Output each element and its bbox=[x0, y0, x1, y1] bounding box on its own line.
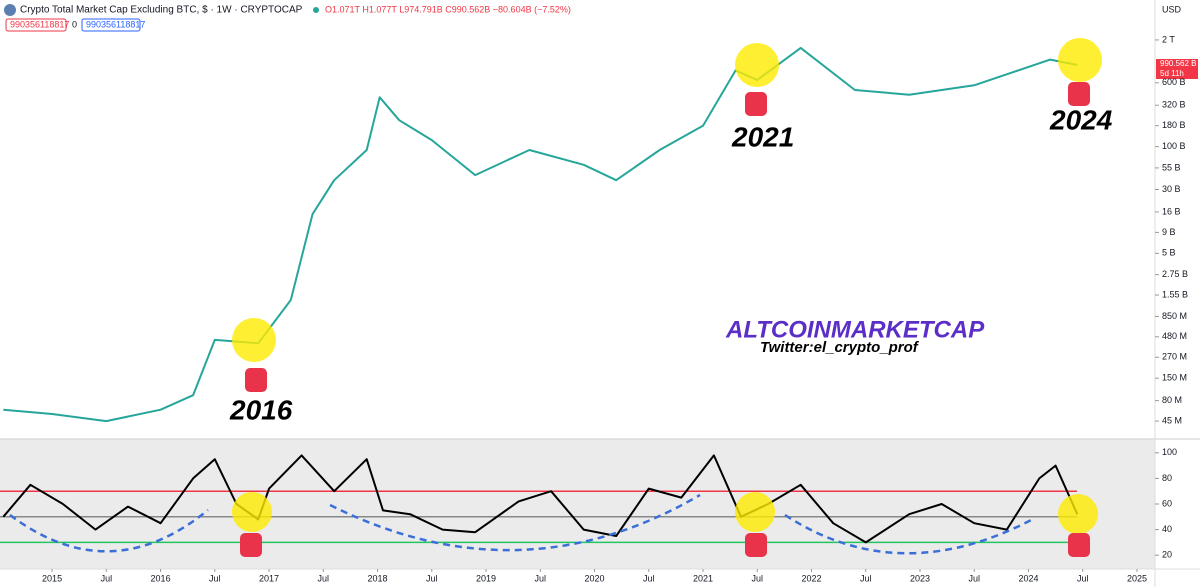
x-tick-label: 2021 bbox=[693, 573, 713, 583]
red-box-value: 990356118817 bbox=[10, 19, 69, 29]
y-tick-label: 600 B bbox=[1162, 77, 1186, 87]
y-tick-label: 320 B bbox=[1162, 100, 1186, 110]
annotations: 2016 2021 2024 ALTCOINMARKETCAP Twitter:… bbox=[9, 38, 1113, 557]
y-tick-label: 270 M bbox=[1162, 352, 1187, 362]
cycle-curves bbox=[9, 493, 1036, 555]
x-tick-label: Jul bbox=[209, 573, 221, 583]
y-tick-label: 55 B bbox=[1162, 162, 1181, 172]
y-tick-label: 9 B bbox=[1162, 227, 1176, 237]
series-line bbox=[3, 46, 1078, 423]
highlight bbox=[232, 492, 272, 532]
countdown: 5d 11h bbox=[1160, 69, 1184, 78]
y-tick-label: 45 M bbox=[1162, 415, 1182, 425]
x-tick-label: Jul bbox=[752, 573, 764, 583]
status-dot bbox=[313, 7, 319, 13]
x-tick-label: Jul bbox=[1077, 573, 1089, 583]
y-tick-label: 2 T bbox=[1162, 34, 1175, 44]
annotation: 2016 bbox=[229, 394, 293, 425]
y-tick-label: 180 B bbox=[1162, 120, 1186, 130]
series-line bbox=[2, 454, 1079, 544]
chart-title: Crypto Total Market Cap Excluding BTC, $… bbox=[20, 5, 303, 16]
blue-box-value: 990356118817 bbox=[86, 19, 145, 29]
y-tick-label: 100 B bbox=[1162, 141, 1186, 151]
y-tick-label: 850 M bbox=[1162, 311, 1187, 321]
y-tick-label: 5 B bbox=[1162, 248, 1176, 258]
annotation: 2021 bbox=[731, 121, 794, 152]
x-tick-label: Jul bbox=[535, 573, 547, 583]
y-tick-label: 1.55 B bbox=[1162, 289, 1188, 299]
hand-icons bbox=[240, 82, 1090, 557]
x-tick-label: 2019 bbox=[476, 573, 496, 583]
y-tick-label: 150 M bbox=[1162, 373, 1187, 383]
last-price-box bbox=[1156, 59, 1198, 79]
annotation: 2024 bbox=[1049, 104, 1113, 135]
zero-label: 0 bbox=[72, 19, 77, 29]
x-tick-label: 2015 bbox=[42, 573, 62, 583]
x-tick-label: Jul bbox=[318, 573, 330, 583]
y-tick-label: 30 B bbox=[1162, 184, 1181, 194]
blue-box[interactable] bbox=[81, 18, 141, 32]
x-tick-label: 2024 bbox=[1018, 573, 1038, 583]
red-box[interactable] bbox=[5, 18, 67, 32]
highlight bbox=[1058, 494, 1098, 534]
y-tick-label: 60 bbox=[1162, 498, 1172, 508]
highlight bbox=[1058, 38, 1102, 82]
twitter: Twitter:el_crypto_prof bbox=[760, 339, 920, 356]
highlight bbox=[735, 43, 779, 87]
x-tick-label: 2018 bbox=[368, 573, 388, 583]
x-tick-label: Jul bbox=[968, 573, 980, 583]
symbol-icon bbox=[4, 4, 16, 16]
ohlc: O1.071T H1.077T L974.791B C990.562B −80.… bbox=[325, 4, 571, 14]
x-tick-label: Jul bbox=[101, 573, 113, 583]
currency[interactable]: USD bbox=[1162, 4, 1182, 14]
x-tick-label: 2023 bbox=[910, 573, 930, 583]
highlight bbox=[232, 318, 276, 362]
y-tick-label: 480 M bbox=[1162, 331, 1187, 341]
y-tick-label: 40 bbox=[1162, 524, 1172, 534]
x-tick-label: 2022 bbox=[801, 573, 821, 583]
rsi-background bbox=[0, 439, 1155, 569]
y-tick-label: 2.75 B bbox=[1162, 269, 1188, 279]
y-tick-label: 100 bbox=[1162, 447, 1177, 457]
x-tick-label: 2025 bbox=[1127, 573, 1147, 583]
x-tick-label: Jul bbox=[643, 573, 655, 583]
highlight bbox=[735, 492, 775, 532]
y-tick-label: 80 M bbox=[1162, 395, 1182, 405]
x-tick-label: Jul bbox=[860, 573, 872, 583]
x-tick-label: Jul bbox=[426, 573, 438, 583]
y-tick-label: 20 bbox=[1162, 550, 1172, 560]
x-tick-label: 2020 bbox=[585, 573, 605, 583]
y-tick-label: 80 bbox=[1162, 473, 1172, 483]
x-tick-label: 2017 bbox=[259, 573, 279, 583]
x-tick-label: 2016 bbox=[151, 573, 171, 583]
brand: ALTCOINMARKETCAP bbox=[725, 316, 985, 343]
y-tick-label: 16 B bbox=[1162, 206, 1181, 216]
last-price: 990.562 B bbox=[1160, 59, 1196, 68]
